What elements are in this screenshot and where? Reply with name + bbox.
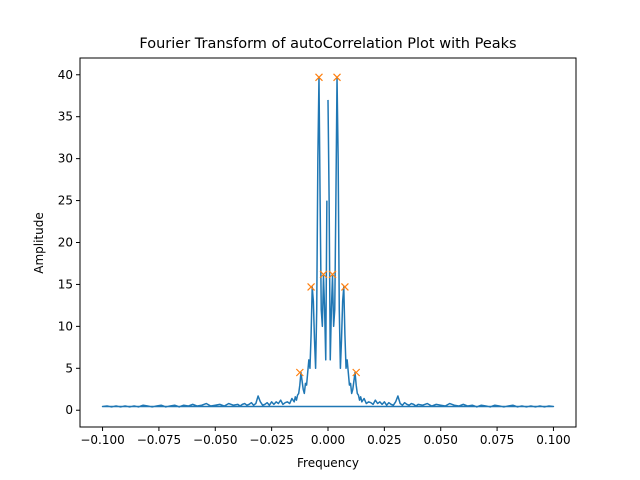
x-tick-label: −0.050: [193, 433, 237, 447]
chart-title: Fourier Transform of autoCorrelation Plo…: [139, 36, 516, 52]
x-tick-label: 0.075: [480, 433, 514, 447]
y-tick-label: 15: [58, 277, 73, 291]
series-line-0: [101, 76, 555, 408]
peak-marker: [333, 73, 341, 82]
y-tick-label: 30: [58, 152, 73, 166]
peak-marker: [307, 283, 316, 291]
x-axis-label: Frequency: [297, 456, 359, 470]
y-axis: 0 5 10 15 20 25 30 35 40: [58, 68, 80, 417]
peak-marker: [315, 73, 323, 82]
x-tick-label: −0.025: [249, 433, 293, 447]
peak-marker: [328, 270, 337, 279]
peak-marker: [295, 368, 304, 377]
x-tick-label: 0.025: [367, 433, 401, 447]
y-tick-label: 35: [58, 110, 73, 124]
y-tick-label: 20: [58, 236, 73, 250]
peak-marker: [319, 270, 328, 279]
x-tick-label: −0.075: [137, 433, 181, 447]
peak-marker: [340, 283, 349, 291]
peak-marker: [352, 368, 361, 377]
x-tick-label: 0.000: [311, 433, 345, 447]
y-tick-label: 25: [58, 194, 73, 208]
x-axis: −0.100 −0.075 −0.050 −0.025 0.000 0.025 0.050 0…: [80, 427, 571, 447]
x-tick-label: 0.050: [424, 433, 458, 447]
y-axis-label: Amplitude: [32, 212, 46, 274]
x-tick-label: −0.100: [80, 433, 124, 447]
y-tick-label: 40: [58, 68, 73, 82]
y-tick-label: 0: [65, 403, 73, 417]
y-tick-label: 5: [65, 361, 73, 375]
y-tick-label: 10: [58, 319, 73, 333]
x-tick-label: 0.100: [536, 433, 570, 447]
